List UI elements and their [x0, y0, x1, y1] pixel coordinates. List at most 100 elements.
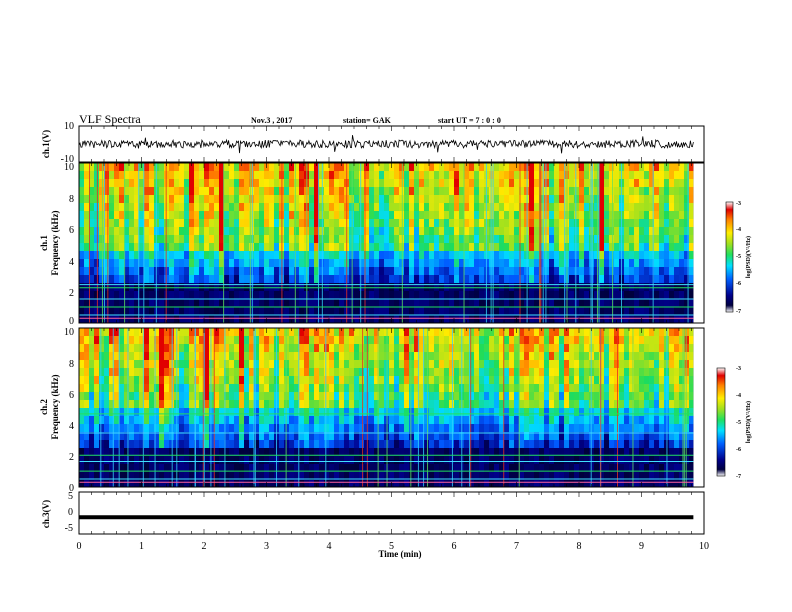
- spectrogram-cell: [284, 259, 289, 267]
- spectrogram-cell: [94, 360, 99, 368]
- spectrogram-cell: [264, 336, 269, 344]
- spectrogram-cell: [429, 376, 434, 384]
- spectrogram-cell: [229, 352, 234, 360]
- spectrogram-cell: [339, 219, 344, 227]
- spectrogram-cell: [404, 464, 409, 472]
- spectrogram-cell: [174, 275, 179, 283]
- spectrogram-cell: [359, 235, 364, 243]
- spectrogram-cell: [359, 203, 364, 211]
- spectrogram-cell: [559, 424, 564, 432]
- spectrogram-cell: [264, 360, 269, 368]
- spectrogram-cell: [134, 283, 139, 291]
- spectrogram-cell: [414, 440, 419, 448]
- spectrogram-cell: [684, 251, 689, 259]
- spectrogram-cell: [84, 368, 89, 376]
- spectrogram-cell: [264, 267, 269, 275]
- spectrogram-cell: [529, 267, 534, 275]
- spectrogram-cell: [504, 480, 509, 487]
- spectrogram-cell: [234, 448, 239, 456]
- spectrogram-cell: [304, 400, 309, 408]
- spectrogram-cell: [464, 336, 469, 344]
- spectrogram-cell: [79, 472, 84, 480]
- spectrogram-cell: [579, 464, 584, 472]
- spectrogram-cell: [249, 360, 254, 368]
- spectrogram-cell: [484, 352, 489, 360]
- spectrogram-cell: [89, 416, 94, 424]
- spectrogram-cell: [444, 440, 449, 448]
- spectrogram-cell: [234, 464, 239, 472]
- spectrogram-cell: [254, 179, 259, 187]
- spectrogram-cell: [334, 179, 339, 187]
- spectrogram-cell: [84, 408, 89, 416]
- spectrogram-cell: [614, 203, 619, 211]
- spectrogram-cell: [604, 344, 609, 352]
- spectrogram-cell: [294, 307, 299, 315]
- spectrogram-cell: [234, 336, 239, 344]
- spectrogram-cell: [374, 251, 379, 259]
- spectrogram-cell: [479, 251, 484, 259]
- spectrogram-cell: [509, 283, 514, 291]
- spectrogram-cell: [599, 171, 604, 179]
- spectrogram-cell: [239, 315, 244, 323]
- spectrogram-cell: [474, 275, 479, 283]
- spectrogram-cell: [519, 360, 524, 368]
- spectrogram-cell: [89, 227, 94, 235]
- spectrogram-cell: [379, 408, 384, 416]
- spectrogram-cell: [609, 352, 614, 360]
- spectrogram-cell: [234, 219, 239, 227]
- spectrogram-cell: [339, 291, 344, 299]
- spectrogram-cell: [634, 464, 639, 472]
- spectrogram-cell: [399, 464, 404, 472]
- spectrogram-cell: [359, 456, 364, 464]
- spectrogram-cell: [374, 307, 379, 315]
- spectrogram-cell: [309, 456, 314, 464]
- spectrogram-cell: [504, 440, 509, 448]
- spectrogram-cell: [514, 432, 519, 440]
- spectrogram-cell: [549, 472, 554, 480]
- spectrogram-cell: [369, 440, 374, 448]
- spectrogram-cell: [94, 307, 99, 315]
- spectrogram-cell: [294, 219, 299, 227]
- spectrogram-cell: [229, 416, 234, 424]
- spectrogram-cell: [539, 291, 544, 299]
- spectrogram-cell: [164, 368, 169, 376]
- spectrogram-cell: [629, 456, 634, 464]
- spectrogram-cell: [204, 187, 209, 195]
- spectrogram-cell: [259, 283, 264, 291]
- spectrogram-cell: [264, 384, 269, 392]
- spectrogram-cell: [399, 448, 404, 456]
- spectrogram-cell: [179, 352, 184, 360]
- spectrogram-cell: [429, 243, 434, 251]
- spectrogram-cell: [99, 307, 104, 315]
- spectrogram-cell: [519, 400, 524, 408]
- spectrogram-cell: [404, 235, 409, 243]
- spectrogram-cell: [629, 291, 634, 299]
- spectrogram-cell: [519, 211, 524, 219]
- spectrogram-cell: [509, 424, 514, 432]
- spectrogram-cell: [224, 408, 229, 416]
- spectrogram-cell: [259, 464, 264, 472]
- spectrogram-cell: [629, 243, 634, 251]
- spectrogram-cell: [374, 432, 379, 440]
- spectrogram-cell: [199, 187, 204, 195]
- spectrogram-cell: [349, 344, 354, 352]
- spectrogram-cell: [524, 400, 529, 408]
- spectrogram-cell: [99, 179, 104, 187]
- spectrogram-cell: [104, 416, 109, 424]
- spectrogram-cell: [369, 283, 374, 291]
- spectrogram-cell: [494, 163, 499, 171]
- spectrogram-cell: [479, 243, 484, 251]
- spectrogram-cell: [129, 384, 134, 392]
- spectrogram-cell: [419, 179, 424, 187]
- spectrogram-cell: [439, 171, 444, 179]
- spectrogram-cell: [554, 283, 559, 291]
- spectrogram-cell: [489, 352, 494, 360]
- spectrogram-cell: [164, 352, 169, 360]
- spectrogram-cell: [624, 376, 629, 384]
- spectrogram-cell: [269, 368, 274, 376]
- spectrogram-cell: [89, 392, 94, 400]
- spectrogram-cell: [389, 275, 394, 283]
- spectrogram-cell: [209, 187, 214, 195]
- spectrogram-cell: [504, 235, 509, 243]
- spectrogram-cell: [104, 480, 109, 487]
